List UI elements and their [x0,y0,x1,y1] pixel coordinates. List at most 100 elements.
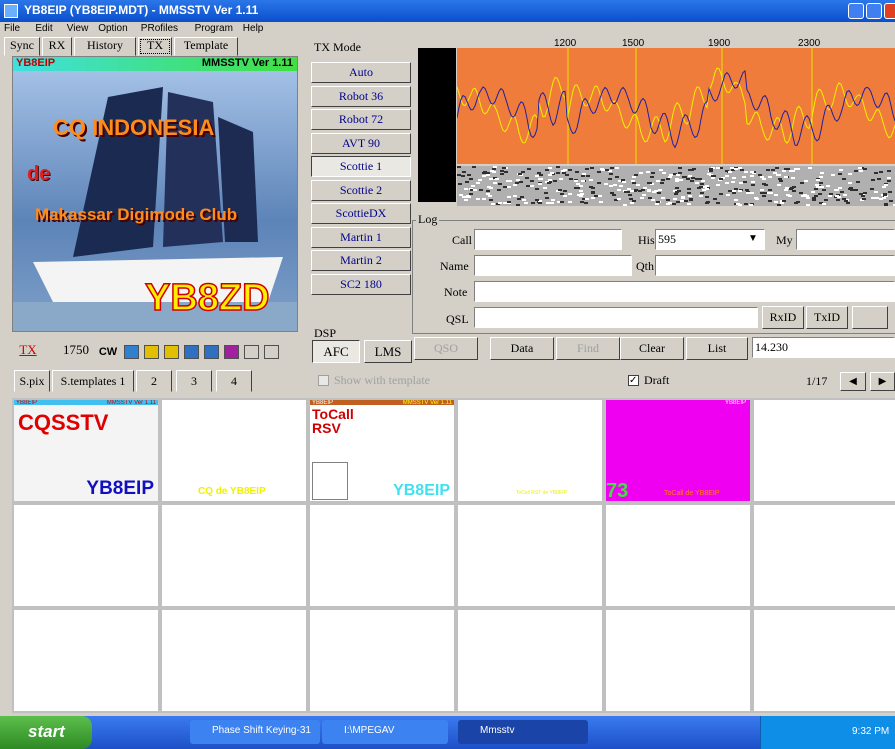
window-control[interactable] [866,3,882,19]
task-button[interactable]: I:\MPEGAV [322,720,448,744]
tab[interactable]: Sync [4,37,40,56]
mode-button[interactable]: Robot 36 [311,86,411,107]
task-button[interactable]: Phase Shift Keying-31 [190,720,320,744]
page-button[interactable]: ▶ [870,372,895,391]
tool-icon[interactable] [264,345,279,359]
menu-item[interactable]: Help [243,23,264,34]
tool-icon[interactable] [164,345,179,359]
log-button[interactable]: Find [556,337,620,360]
text-input[interactable] [474,255,632,276]
noise [771,169,775,171]
thumbnail-cell[interactable] [456,503,604,608]
mode-button[interactable]: Auto [311,62,411,83]
noise [838,187,842,189]
mode-button[interactable]: ScottieDX [311,203,411,224]
window-title: YB8EIP (YB8EIP.MDT) - MMSSTV Ver 1.11 [24,3,258,17]
noise [705,185,709,187]
mode-button[interactable]: Robot 72 [311,109,411,130]
menu-item[interactable]: Edit [35,23,52,34]
tab[interactable]: History [74,37,136,56]
mode-button[interactable]: SC2 180 [311,274,411,295]
tool-icon[interactable] [184,345,199,359]
thumbnail-cell[interactable] [308,608,456,713]
image-text: CQ INDONESIA [53,115,214,141]
page-button[interactable]: ◀ [840,372,866,391]
text-input[interactable] [796,229,895,250]
menu-item[interactable]: Program [195,23,233,34]
dropdown-arrow[interactable]: ▼ [748,233,758,244]
tone-button[interactable]: 1750 [58,342,94,362]
id-button[interactable]: RxID [762,306,804,329]
text-input[interactable] [474,281,895,302]
thumbnail-cell[interactable] [160,503,308,608]
stock-tab[interactable]: S.templates 1 [52,370,134,392]
window-control[interactable] [884,3,895,19]
log-button[interactable]: List [686,337,748,360]
noise [792,190,796,192]
id-button[interactable]: TxID [806,306,848,329]
menu-item[interactable]: Option [98,23,127,34]
thumbnail-cell[interactable] [160,608,308,713]
noise [678,167,682,169]
noise [818,193,822,195]
menu-item[interactable]: File [4,23,20,34]
noise [831,174,835,176]
menu-item[interactable]: View [67,23,89,34]
text-input[interactable] [474,307,758,328]
thumbnail-cell[interactable] [752,503,895,608]
text-input[interactable]: 14.230 [752,337,895,358]
tx-button[interactable]: TX [14,342,42,362]
stock-tab[interactable]: S.pix [14,370,50,392]
log-button[interactable]: QSO [414,337,478,360]
text-input[interactable] [655,255,895,276]
tab[interactable]: TX [138,37,172,56]
thumbnail-cell[interactable] [456,608,604,713]
thumbnail-cell[interactable] [604,608,752,713]
thumbnail-cell[interactable]: CQ de YB8EIP [160,398,308,503]
tool-icon[interactable] [124,345,139,359]
dsp-button[interactable]: AFC [312,340,360,363]
mode-button[interactable]: Scottie 1 [311,156,411,177]
stock-tab[interactable]: 2 [136,370,172,392]
dsp-button[interactable]: LMS [364,340,412,363]
stock-tab[interactable]: 3 [176,370,212,392]
start-button[interactable]: start [0,716,92,749]
cw-button[interactable]: CW [96,342,120,362]
thumbnail-cell[interactable] [752,608,895,713]
thumbnail-cell[interactable] [604,503,752,608]
checkbox[interactable]: ✓ [628,375,639,386]
thumbnail-cell[interactable] [12,503,160,608]
mode-button[interactable]: Martin 1 [311,227,411,248]
tab[interactable]: RX [42,37,72,56]
mode-button[interactable]: AVT 90 [311,133,411,154]
checkbox[interactable] [318,375,329,386]
stock-tab[interactable]: 4 [216,370,252,392]
thumbnail-cell[interactable]: ToCall RST de YB8EIP [456,398,604,503]
menu-item[interactable]: PRofiles [141,23,178,34]
window-control[interactable] [848,3,864,19]
mode-button[interactable]: Martin 2 [311,250,411,271]
noise [473,189,477,191]
tool-icon[interactable] [244,345,259,359]
tool-icon[interactable] [144,345,159,359]
thumbnail-cell[interactable] [752,398,895,503]
noise [707,173,711,175]
log-button[interactable]: Clear [620,337,684,360]
thumbnail-cell[interactable] [12,608,160,713]
text-input[interactable] [474,229,622,250]
noise [791,170,795,172]
noise [547,182,551,184]
tool-icon[interactable] [224,345,239,359]
tool-icon[interactable] [204,345,219,359]
id-button[interactable] [852,306,888,329]
log-button[interactable]: Data [490,337,554,360]
mode-button[interactable]: Scottie 2 [311,180,411,201]
tab[interactable]: Template [174,37,238,56]
noise [639,172,643,174]
task-button[interactable]: Mmsstv [458,720,588,744]
thumbnail-cell[interactable] [308,503,456,608]
noise [622,181,626,183]
